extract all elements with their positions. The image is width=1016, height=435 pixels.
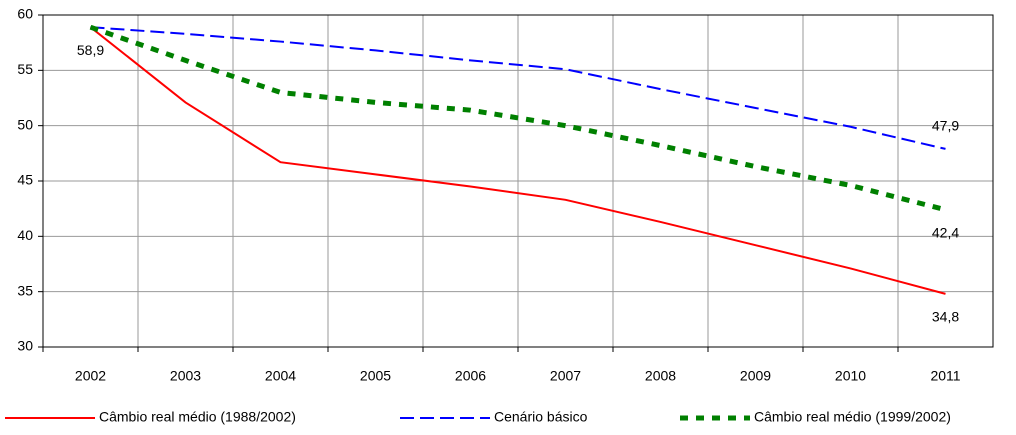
y-tick-label: 40 [17, 227, 33, 243]
legend-label: Câmbio real médio (1988/2002) [99, 409, 296, 425]
x-tick-label: 2010 [835, 368, 866, 384]
data-label: 34,8 [932, 309, 959, 325]
legend-label: Cenário básico [494, 409, 588, 425]
x-tick-label: 2004 [265, 368, 296, 384]
x-tick-label: 2009 [740, 368, 771, 384]
y-tick-label: 60 [17, 6, 33, 22]
y-tick-label: 45 [17, 172, 33, 188]
x-tick-label: 2005 [360, 368, 391, 384]
x-tick-label: 2011 [930, 368, 960, 384]
x-tick-label: 2008 [645, 368, 676, 384]
data-label: 58,9 [77, 42, 104, 58]
series-line [89, 24, 947, 213]
x-tick-label: 2003 [170, 368, 201, 384]
y-tick-label: 55 [17, 61, 33, 77]
y-tick-label: 35 [17, 282, 33, 298]
y-tick-label: 50 [17, 116, 33, 132]
x-tick-label: 2007 [550, 368, 581, 384]
y-tick-label: 30 [17, 338, 33, 354]
data-label: 42,4 [932, 224, 959, 240]
x-tick-label: 2006 [455, 368, 486, 384]
legend-label: Câmbio real médio (1999/2002) [754, 409, 951, 425]
series-line [90, 26, 946, 150]
x-tick-label: 2002 [75, 368, 106, 384]
series-line [89, 26, 946, 295]
data-label: 47,9 [932, 118, 959, 134]
